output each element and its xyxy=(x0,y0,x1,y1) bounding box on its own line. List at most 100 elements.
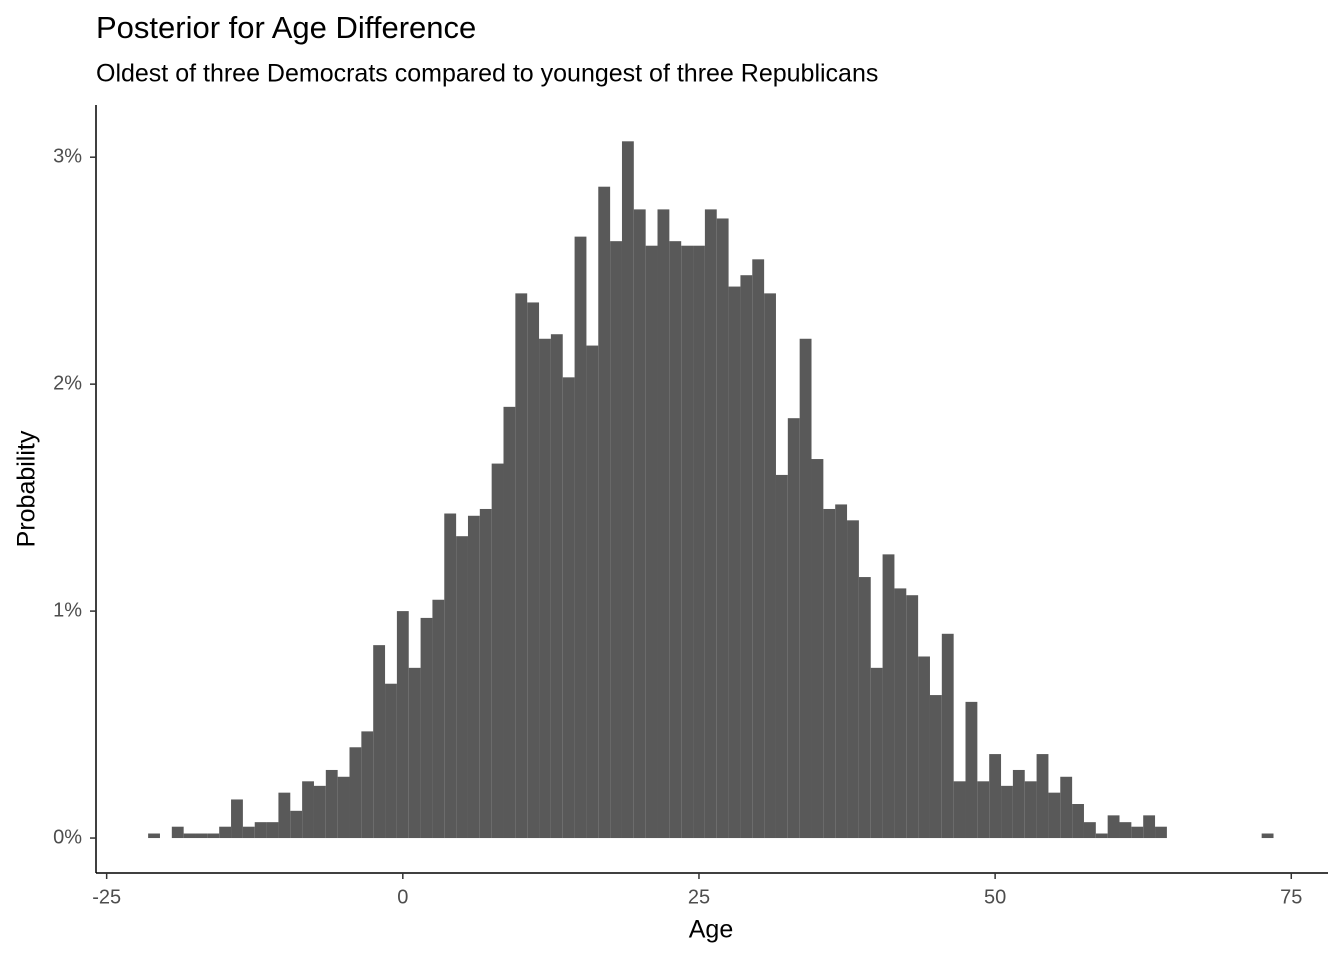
x-axis-title: Age xyxy=(689,916,733,944)
bar xyxy=(361,731,374,839)
chart-subtitle: Oldest of three Democrats compared to yo… xyxy=(96,60,878,88)
bar xyxy=(965,701,978,839)
bar xyxy=(254,822,267,839)
bar xyxy=(302,781,314,839)
bar xyxy=(645,245,658,839)
bar xyxy=(479,508,492,839)
bar xyxy=(669,241,682,839)
bar xyxy=(835,504,848,839)
bar xyxy=(1095,833,1108,839)
bar xyxy=(823,508,836,839)
bar xyxy=(1143,815,1156,839)
bar xyxy=(1001,785,1013,839)
bar xyxy=(231,799,243,839)
x-tick-label: -25 xyxy=(92,886,121,908)
bar xyxy=(870,667,883,839)
bar xyxy=(941,633,954,839)
bar xyxy=(278,792,291,839)
bar xyxy=(906,595,919,839)
y-tick-label: 1% xyxy=(53,599,82,621)
bar xyxy=(171,826,184,839)
bar xyxy=(385,683,397,839)
bar xyxy=(598,186,611,839)
bar xyxy=(420,617,433,839)
bar xyxy=(290,810,303,839)
bar xyxy=(1261,833,1274,839)
bar xyxy=(444,513,457,839)
bar xyxy=(610,241,622,839)
bar xyxy=(562,377,575,839)
bar xyxy=(396,611,409,839)
bar xyxy=(847,520,859,839)
bar xyxy=(467,515,480,839)
bar xyxy=(693,245,705,839)
bar xyxy=(882,554,895,839)
bar xyxy=(550,334,563,839)
bar xyxy=(408,667,421,839)
bar xyxy=(1012,769,1025,839)
chart-title: Posterior for Age Difference xyxy=(96,10,476,45)
bar xyxy=(1060,776,1073,839)
y-axis-title: Probability xyxy=(13,430,41,547)
x-tick-label: 25 xyxy=(688,886,710,908)
bar xyxy=(207,833,220,839)
bar xyxy=(349,747,362,839)
bar xyxy=(242,826,255,839)
bar xyxy=(586,345,599,839)
bar xyxy=(787,418,800,839)
bar xyxy=(918,656,930,839)
bar xyxy=(716,218,729,839)
bar xyxy=(1048,792,1061,839)
bar xyxy=(728,286,741,839)
bar xyxy=(704,209,717,839)
bar xyxy=(1119,822,1132,839)
bar xyxy=(764,293,776,839)
bar xyxy=(195,833,208,839)
bar xyxy=(752,259,765,839)
bar xyxy=(373,645,386,839)
y-tick-label: 3% xyxy=(53,145,82,167)
bar xyxy=(1155,826,1167,839)
bar xyxy=(527,302,540,839)
bar xyxy=(1024,781,1037,839)
bar xyxy=(503,406,516,839)
bar xyxy=(989,754,1002,839)
bar xyxy=(929,695,942,839)
bar xyxy=(1083,822,1096,839)
bar xyxy=(266,822,279,839)
bar xyxy=(657,209,670,839)
bar xyxy=(325,769,338,839)
bar xyxy=(775,474,788,839)
bar xyxy=(953,781,966,839)
bar xyxy=(621,141,634,839)
bar xyxy=(740,275,753,839)
bar xyxy=(515,293,528,839)
x-tick-label: 0 xyxy=(397,886,408,908)
bar xyxy=(1036,754,1049,839)
bar xyxy=(1072,804,1084,839)
x-tick-label: 75 xyxy=(1280,886,1302,908)
bar xyxy=(633,209,646,839)
bar xyxy=(894,588,907,839)
bar xyxy=(811,459,824,839)
bar xyxy=(539,338,551,839)
bar xyxy=(148,833,160,839)
bar xyxy=(1131,826,1144,839)
bar xyxy=(219,826,232,839)
y-tick-label: 0% xyxy=(53,826,82,848)
bar xyxy=(574,236,587,839)
bar xyxy=(432,599,445,839)
bar xyxy=(456,536,468,839)
bar xyxy=(491,463,504,839)
bar xyxy=(337,776,350,839)
bar xyxy=(681,245,694,839)
bar xyxy=(1107,815,1120,839)
bar xyxy=(313,785,326,839)
y-tick-label: 2% xyxy=(53,372,82,394)
x-tick-label: 50 xyxy=(984,886,1006,908)
bar xyxy=(977,781,990,839)
bar xyxy=(858,577,871,839)
bar xyxy=(183,833,196,839)
bar xyxy=(799,338,812,839)
